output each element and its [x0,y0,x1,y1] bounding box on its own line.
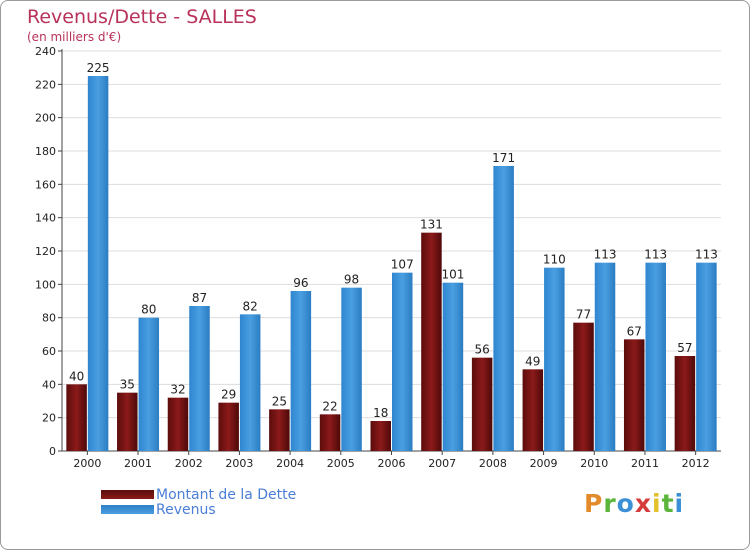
bar-debt [522,369,544,451]
data-label-revenue: 101 [441,268,464,282]
chart-title: Revenus/Dette - SALLES [27,6,257,28]
logo-letter: P [584,489,604,518]
data-label-revenue: 113 [644,248,667,262]
legend-label-debt: Montant de la Dette [156,486,297,503]
x-tick-label: 2007 [428,457,456,470]
data-label-revenue: 98 [344,273,359,287]
bar-debt [117,392,138,451]
logo-letter: x [634,489,652,518]
legend: Montant de la Dette Revenus [101,486,297,518]
y-tick-label: 60 [42,345,56,358]
data-label-debt: 57 [677,341,692,355]
y-tick-label: 100 [35,278,56,291]
data-label-revenue: 80 [141,303,156,317]
bar-debt [471,357,493,451]
logo-letter: i [674,489,685,518]
bar-revenue [442,282,464,451]
bar-revenue [696,262,717,451]
x-tick-label: 2005 [327,457,355,470]
logo-letter: o [616,489,635,518]
bar-revenue [645,262,666,451]
data-label-debt: 49 [525,354,540,368]
logo-letter: i [652,489,662,518]
bar-revenue [392,272,413,451]
legend-item-revenue: Revenus [101,501,296,518]
data-label-debt: 22 [322,399,337,413]
legend-label-revenue: Revenus [156,501,216,518]
data-label-revenue: 113 [594,248,617,262]
data-label-revenue: 113 [695,248,718,262]
y-tick-label: 0 [49,445,56,458]
y-tick-label: 200 [35,112,56,125]
data-label-revenue: 171 [492,151,515,165]
data-label-debt: 35 [120,378,135,392]
data-label-revenue: 96 [293,276,308,290]
data-label-debt: 56 [474,343,489,357]
bar-revenue [290,291,312,451]
logo-letter: t [661,489,675,518]
data-label-revenue: 107 [391,258,414,272]
bar-revenue [594,262,616,451]
data-label-debt: 32 [170,383,185,397]
data-label-debt: 131 [420,218,443,232]
y-tick-label: 140 [35,212,56,225]
data-label-debt: 25 [272,394,287,408]
y-tick-label: 160 [35,178,56,191]
data-label-debt: 67 [627,324,642,338]
bar-debt [421,232,442,451]
logo-letter: r [603,489,617,518]
x-tick-label: 2009 [530,457,558,470]
data-label-debt: 77 [576,308,591,322]
bar-debt [319,414,341,451]
bar-revenue [87,76,109,451]
y-tick-label: 20 [42,412,56,425]
y-tick-label: 240 [35,45,56,58]
bar-debt [573,322,594,451]
legend-swatch-revenue [101,505,154,514]
bar-revenue [544,267,565,451]
y-tick-label: 220 [35,78,56,91]
data-label-revenue: 82 [243,299,258,313]
bar-revenue [493,166,514,451]
x-tick-label: 2010 [580,457,608,470]
bar-revenue [239,314,261,451]
y-tick-label: 180 [35,145,56,158]
x-tick-label: 2004 [276,457,304,470]
bar-debt [218,402,239,451]
bar-revenue [138,317,160,451]
legend-swatch-debt [101,490,154,499]
y-tick-label: 80 [42,312,56,325]
x-tick-label: 2002 [175,457,203,470]
bar-debt [167,397,189,451]
x-tick-label: 2012 [682,457,710,470]
x-tick-label: 2008 [479,457,507,470]
bar-revenue [341,287,362,451]
x-tick-label: 2001 [124,457,152,470]
bar-debt [66,384,87,451]
x-tick-label: 2006 [378,457,406,470]
data-label-debt: 18 [373,406,388,420]
legend-item-debt: Montant de la Dette [101,486,297,503]
chart-subtitle: (en milliers d'€) [27,30,122,44]
data-label-debt: 29 [221,388,236,402]
data-label-revenue: 225 [87,61,110,75]
x-tick-label: 2000 [73,457,101,470]
x-tick-label: 2003 [225,457,253,470]
y-tick-label: 40 [42,378,56,391]
data-label-revenue: 87 [192,291,207,305]
bar-debt [269,409,290,451]
x-tick-label: 2011 [631,457,659,470]
y-tick-label: 120 [35,245,56,258]
bar-revenue [189,306,210,451]
data-label-debt: 40 [69,369,84,383]
proxiti-logo: Proxiti [584,489,684,518]
bar-debt [674,356,696,451]
bar-debt [370,421,391,451]
data-label-revenue: 110 [543,253,566,267]
bar-debt [623,339,645,451]
